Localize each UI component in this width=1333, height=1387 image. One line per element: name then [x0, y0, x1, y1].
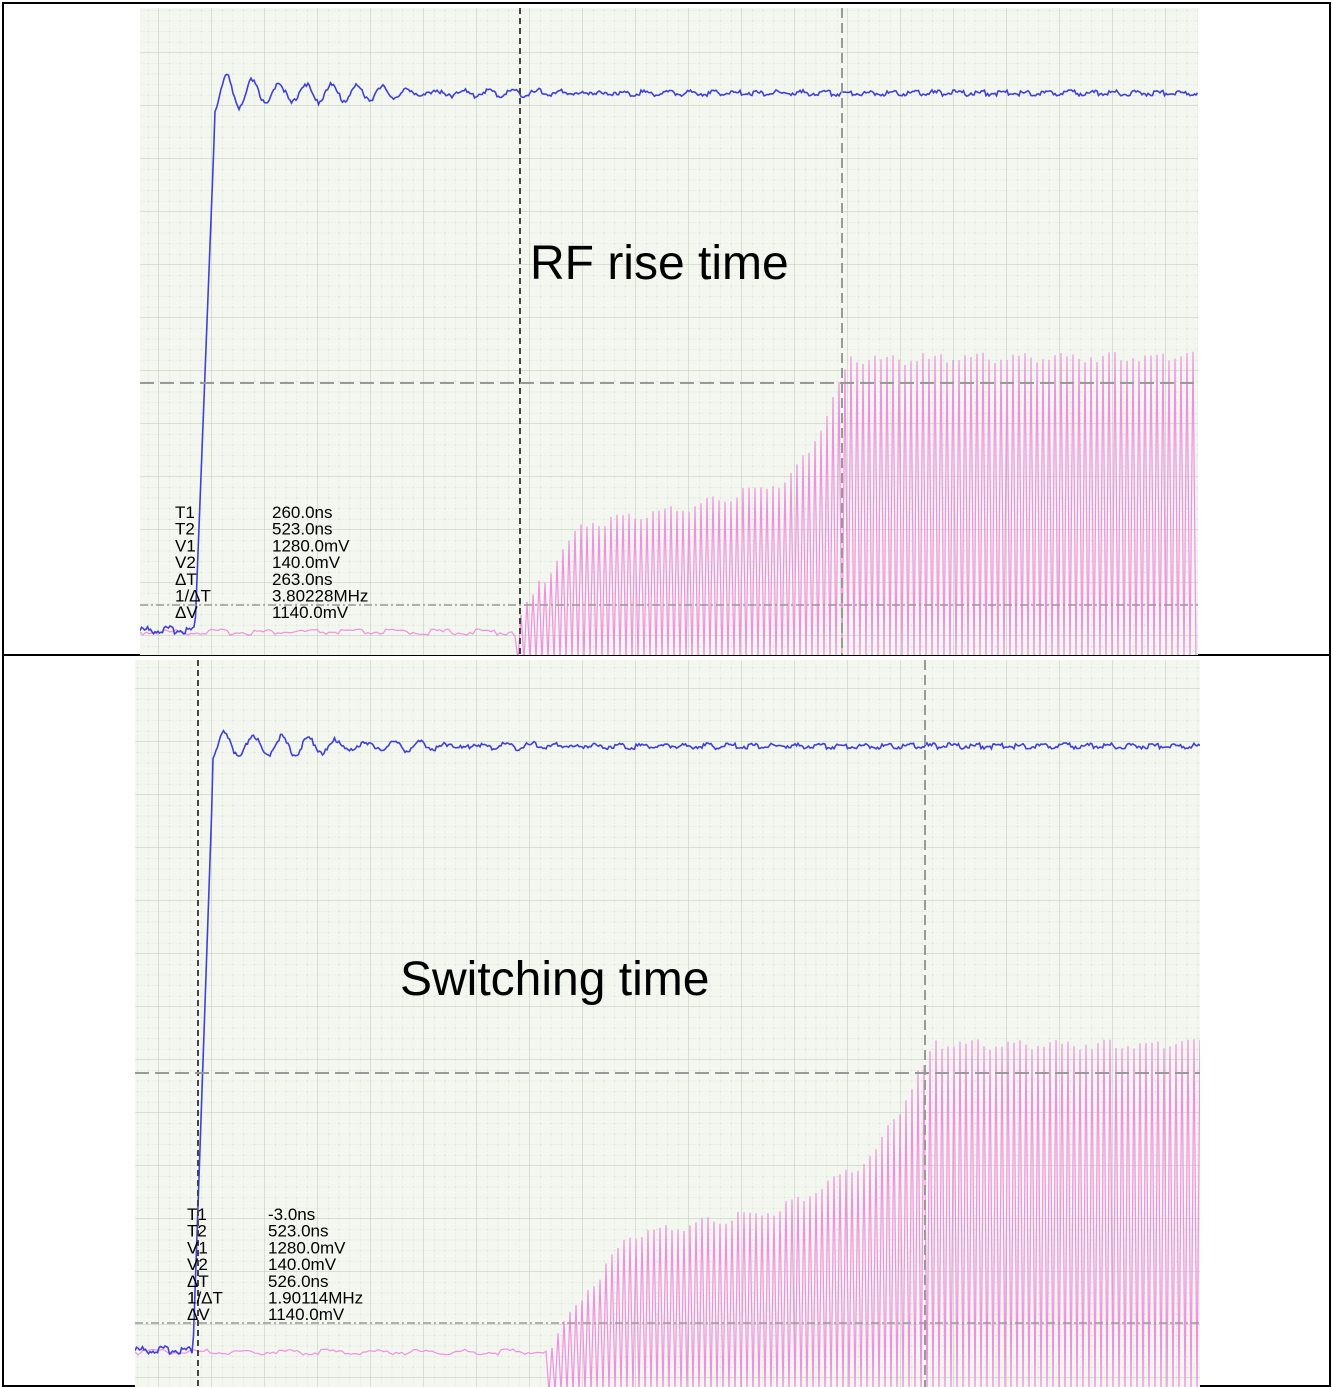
measurement-value: 1140.0mV — [268, 1305, 345, 1324]
measurement-label: ΔV — [187, 1305, 210, 1324]
panel-title: RF rise time — [530, 237, 789, 290]
measurement-value: 1140.0mV — [272, 603, 349, 622]
measurement-label: ΔV — [175, 603, 198, 622]
page: RF rise timeT1260.0nsT2523.0nsV11280.0mV… — [0, 0, 1333, 1387]
panel-title: Switching time — [400, 953, 709, 1006]
